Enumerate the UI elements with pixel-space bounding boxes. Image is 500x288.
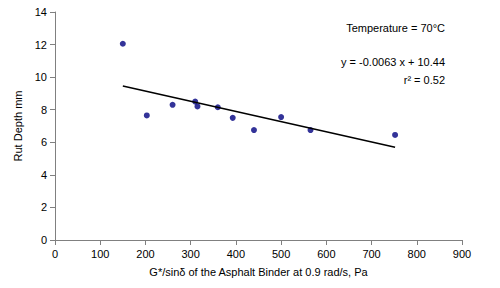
svg-text:200: 200 [136,248,154,260]
svg-text:Temperature = 70°C: Temperature = 70°C [346,22,445,34]
svg-text:6: 6 [41,136,47,148]
svg-text:4: 4 [41,169,47,181]
svg-text:8: 8 [41,104,47,116]
svg-text:500: 500 [272,248,290,260]
svg-text:700: 700 [362,248,380,260]
svg-text:300: 300 [181,248,199,260]
svg-text:600: 600 [317,248,335,260]
svg-text:100: 100 [91,248,109,260]
svg-text:0: 0 [52,248,58,260]
svg-text:800: 800 [408,248,426,260]
svg-text:2: 2 [41,201,47,213]
svg-text:400: 400 [227,248,245,260]
svg-text:900: 900 [453,248,471,260]
svg-text:y = -0.0063 x + 10.44: y = -0.0063 x + 10.44 [341,56,445,68]
svg-text:0: 0 [41,234,47,246]
svg-text:G*/sinδ of the Asphalt Binder: G*/sinδ of the Asphalt Binder at 0.9 rad… [149,266,368,278]
svg-text:Rut Depth mm: Rut Depth mm [12,91,24,162]
svg-text:14: 14 [35,6,47,18]
svg-text:10: 10 [35,71,47,83]
svg-text:r² = 0.52: r² = 0.52 [404,74,445,86]
svg-text:12: 12 [35,39,47,51]
